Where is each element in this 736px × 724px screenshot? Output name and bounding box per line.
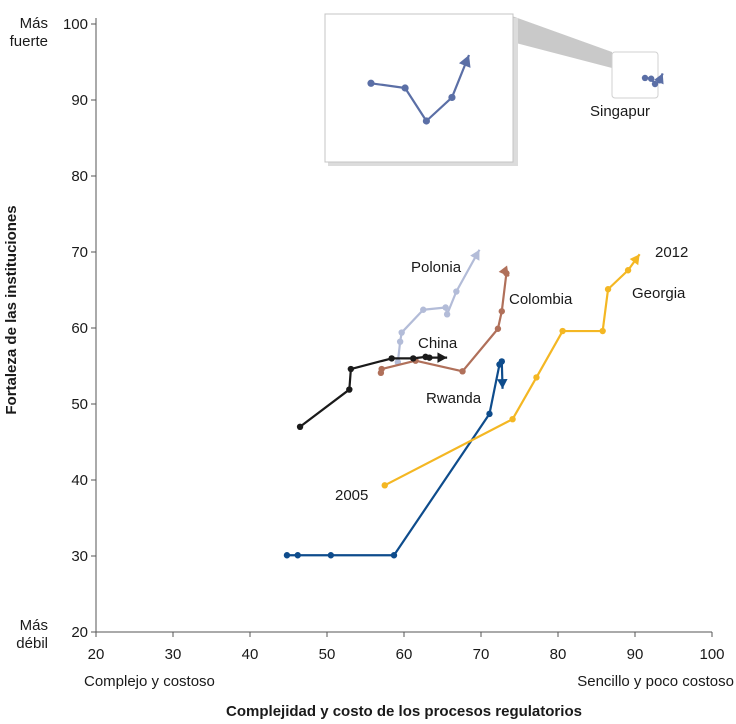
x-tick-label: 70: [473, 646, 490, 663]
series-label-georgia: Georgia: [632, 285, 686, 302]
series-colombia-point: [378, 365, 385, 373]
series-china-point: [388, 355, 395, 362]
series-label-polonia: Polonia: [411, 259, 462, 276]
x-tick-label: 40: [242, 646, 259, 663]
series-georgia-point: [533, 374, 540, 381]
series-georgia-point: [599, 327, 606, 335]
y-bottom-end-label-line1: Más: [20, 617, 48, 634]
y-tick-label: 70: [71, 244, 88, 261]
y-bottom-end-label-line2: débil: [16, 635, 48, 652]
inset-box: [324, 13, 514, 163]
series-colombia-point: [498, 308, 505, 315]
y-tick-label: 90: [71, 92, 88, 109]
x-tick-label: 50: [319, 646, 336, 663]
series-polonia-point: [453, 288, 460, 295]
series-georgia-point: [604, 286, 612, 293]
year-label-end: 2012: [655, 244, 688, 261]
series-georgia-point: [624, 267, 632, 274]
series-rwanda-point: [486, 410, 493, 418]
series-singapur-arrowhead: [653, 73, 664, 85]
x-tick-label: 20: [88, 646, 105, 663]
y-tick-label: 80: [71, 168, 88, 185]
year-label-start: 2005: [335, 487, 368, 504]
series-china-point: [426, 354, 433, 361]
series-colombia-line: [379, 272, 510, 374]
series-china-point: [296, 423, 304, 430]
series-polonia-point: [398, 329, 405, 336]
axis-ticks: 20 30 40 50 60 70 80 90 100 20 30 40 50 60 70 80 90 100: [63, 16, 725, 663]
y-tick-label: 50: [71, 396, 88, 413]
series-rwanda-point: [294, 552, 301, 559]
series-layer: [283, 72, 664, 559]
series-polonia-point: [420, 306, 427, 313]
y-top-end-label-line1: Más: [20, 15, 48, 32]
y-tick-label: 100: [63, 16, 88, 33]
inset-singapur-point: [422, 117, 430, 125]
y-top-end-label-line2: fuerte: [10, 33, 48, 50]
series-label-colombia: Colombia: [509, 291, 573, 308]
series-colombia-point: [459, 368, 466, 375]
series-rwanda-point: [390, 552, 398, 559]
series-colombia-arrowhead: [498, 265, 509, 277]
y-axis-title: Fortaleza de las instituciones: [3, 205, 20, 414]
series-china-point: [410, 355, 417, 362]
series-singapur-point: [641, 74, 649, 82]
series-rwanda-arrowhead: [497, 379, 508, 389]
inset-singapur-arrowhead: [458, 55, 471, 68]
series-polonia-point: [396, 338, 404, 345]
series-china-arrowhead: [437, 352, 448, 363]
y-tick-label: 30: [71, 548, 88, 565]
series-singapur-point: [651, 80, 659, 88]
inset-singapur-point: [401, 84, 409, 92]
series-singapur-point: [647, 75, 655, 82]
x-tick-label: 100: [699, 646, 724, 663]
series-label-china: China: [418, 335, 458, 352]
y-tick-label: 20: [71, 624, 88, 641]
x-tick-label: 90: [627, 646, 644, 663]
inset-singapur-point: [367, 79, 375, 87]
series-polonia-arrowhead: [470, 249, 480, 261]
series-georgia-arrowhead: [629, 254, 640, 266]
x-tick-label: 60: [396, 646, 413, 663]
series-label-rwanda: Rwanda: [426, 390, 482, 407]
series-rwanda-point: [327, 552, 335, 559]
series-georgia-line: [384, 253, 641, 487]
inset-series: [367, 54, 471, 125]
y-tick-label: 40: [71, 472, 88, 489]
singapur-highlight-box: [611, 51, 659, 99]
series-china-point: [347, 365, 355, 373]
series-georgia-point: [559, 327, 566, 335]
x-right-end-label: Sencillo y poco costoso: [577, 673, 734, 690]
series-rwanda-point: [283, 552, 291, 559]
y-tick-label: 60: [71, 320, 88, 337]
x-left-end-label: Complejo y costoso: [84, 673, 215, 690]
x-tick-label: 30: [165, 646, 182, 663]
series-polonia-point: [443, 311, 451, 318]
series-china-point: [346, 386, 353, 393]
series-georgia-point: [509, 416, 516, 423]
series-polonia-point: [442, 304, 449, 311]
series-rwanda-point: [498, 358, 505, 365]
inset-singapur-point: [448, 93, 456, 102]
x-axis-title: Complejidad y costo de los procesos regu…: [226, 703, 582, 720]
series-colombia-point: [494, 325, 502, 332]
series-label-singapur: Singapur: [590, 103, 650, 120]
series-georgia-point: [381, 482, 388, 489]
inset-connector: [512, 16, 612, 68]
x-tick-label: 80: [550, 646, 567, 663]
